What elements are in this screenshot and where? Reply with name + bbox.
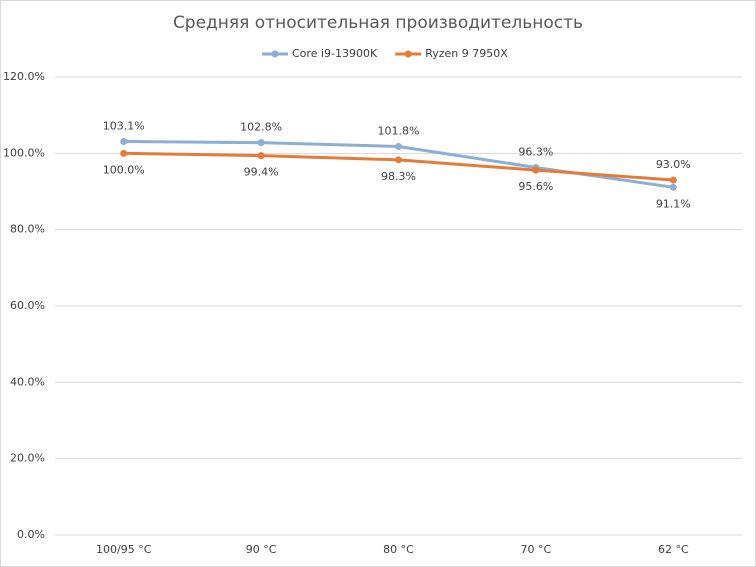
y-tick-label: 40.0% — [10, 375, 45, 388]
legend-label: Core i9-13900K — [292, 47, 378, 60]
data-label: 98.3% — [381, 170, 416, 183]
data-point — [669, 183, 677, 191]
data-point — [395, 156, 402, 164]
chart-title: Средняя относительная производительность — [173, 13, 583, 33]
legend-marker — [271, 50, 279, 58]
data-label: 99.4% — [244, 166, 279, 179]
y-tick-label: 60.0% — [10, 299, 45, 312]
legend-marker — [404, 50, 412, 58]
data-point — [120, 149, 128, 157]
y-tick-label: 100.0% — [3, 146, 45, 159]
data-point — [257, 152, 265, 160]
data-label: 102.8% — [240, 121, 282, 134]
x-tick-label: 80 °C — [383, 543, 414, 556]
data-label: 93.0% — [656, 158, 691, 171]
x-tick-label: 62 °C — [658, 543, 689, 556]
x-tick-label: 90 °C — [246, 543, 277, 556]
x-tick-label: 100/95 °C — [96, 543, 152, 556]
y-tick-label: 20.0% — [10, 452, 45, 465]
y-tick-label: 80.0% — [10, 223, 45, 236]
data-label: 103.1% — [103, 120, 145, 133]
data-label: 100.0% — [103, 163, 145, 176]
y-tick-label: 120.0% — [3, 70, 45, 83]
x-tick-label: 70 °C — [521, 543, 552, 556]
y-tick-label: 0.0% — [17, 528, 45, 541]
data-point — [395, 142, 402, 150]
data-label: 91.1% — [656, 197, 691, 210]
data-label: 95.6% — [518, 180, 553, 193]
data-point — [120, 138, 128, 146]
data-label: 96.3% — [518, 145, 553, 158]
data-point — [532, 166, 540, 174]
data-point — [257, 139, 265, 147]
legend-label: Ryzen 9 7950X — [425, 47, 508, 60]
data-point — [669, 176, 677, 184]
data-label: 101.8% — [378, 124, 420, 137]
